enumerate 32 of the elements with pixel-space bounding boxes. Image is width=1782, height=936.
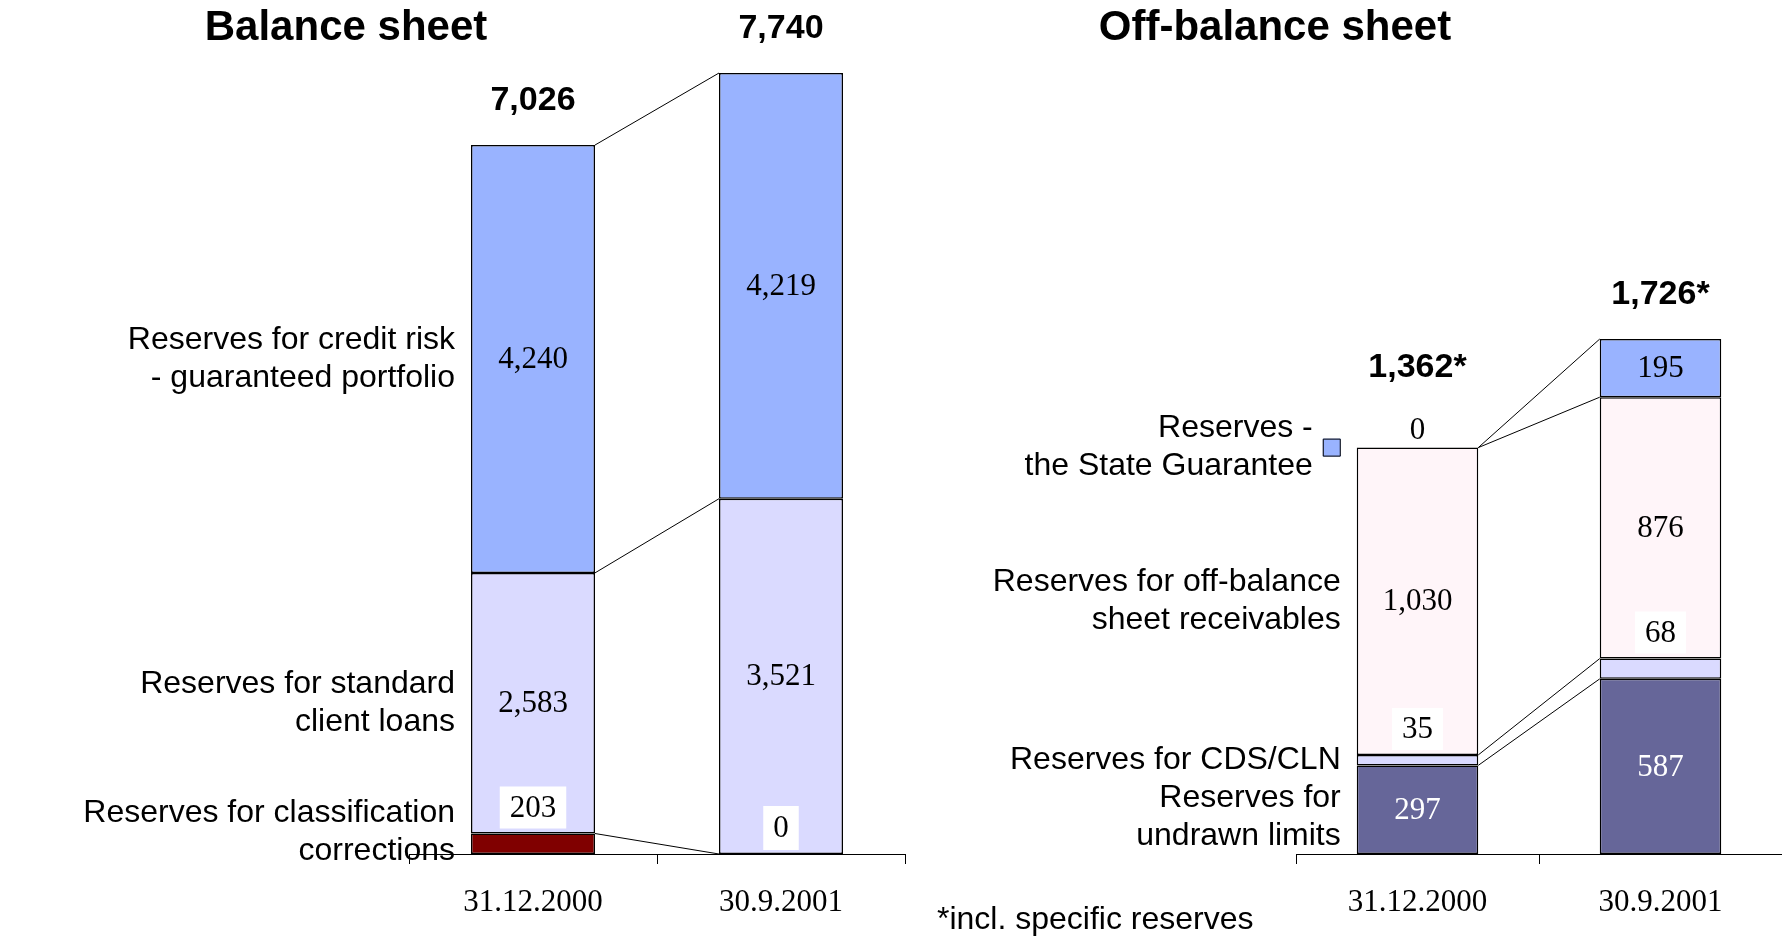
total-label: 7,026 — [490, 79, 576, 118]
data-label: 68 — [1645, 613, 1676, 649]
data-label: 876 — [1637, 509, 1684, 545]
x-tick-label: 31.12.2000 — [463, 882, 603, 918]
data-label: 2,583 — [498, 684, 568, 720]
total-label: 1,362* — [1368, 345, 1468, 384]
series-label: Reserves for undrawn limits — [1136, 777, 1342, 852]
series-label: Reserves for off-balance sheet receivables — [992, 562, 1341, 637]
chart-title: Balance sheet — [204, 1, 488, 49]
text: *incl. specific reserves — [937, 899, 1254, 936]
total-label: 7,740 — [738, 7, 824, 46]
data-label: 587 — [1637, 747, 1684, 783]
total-label: 1,726* — [1611, 273, 1711, 312]
data-label: 195 — [1637, 349, 1684, 385]
x-tick-label: 31.12.2000 — [1347, 882, 1488, 918]
data-label: 4,240 — [498, 340, 568, 376]
data-label: 297 — [1394, 790, 1441, 826]
x-tick-label: 30.9.2001 — [1598, 882, 1723, 918]
data-label: 203 — [509, 788, 557, 824]
x-tick-label: 30.9.2001 — [719, 882, 843, 918]
data-label: 35 — [1402, 710, 1433, 746]
legend-label: Reserves - the State Guarantee — [1024, 408, 1313, 483]
data-label: 4,219 — [746, 267, 816, 302]
series-label: Reserves for credit risk - guaranteed portfolio — [127, 319, 456, 394]
chart-title: Off-balance sheet — [1098, 1, 1452, 49]
data-label: 1,030 — [1382, 582, 1453, 618]
series-label: Reserves for standard client loans — [140, 664, 455, 739]
series-label: Reserves for classification corrections — [83, 792, 455, 867]
data-label: 0 — [1409, 410, 1426, 446]
annotation: 0 — [773, 809, 789, 845]
data-label: 3,521 — [746, 657, 816, 693]
series-label: Reserves for CDS/CLN — [1010, 739, 1341, 776]
